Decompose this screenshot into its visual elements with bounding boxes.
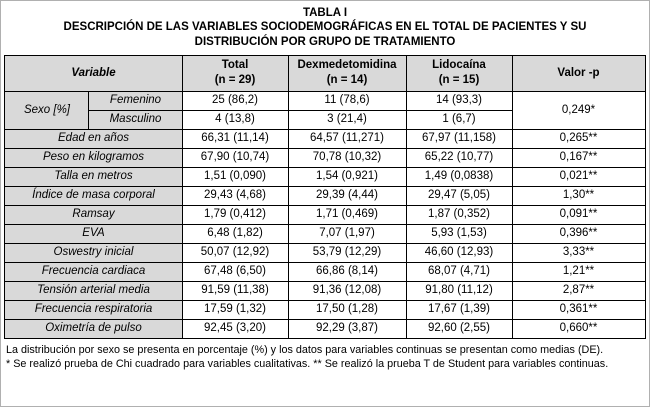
value-total: 67,48 (6,50) [181, 261, 289, 282]
value-dexmedetomidina: 53,79 (12,29) [287, 242, 407, 263]
table-row: Oximetría de pulso 92,45 (3,20) 92,29 (3,8… [4, 318, 646, 339]
value-lidocaina: 67,97 (11,158) [405, 128, 513, 149]
variable-label: Talla en metros [4, 166, 183, 187]
header-row: Variable Total (n = 29) Dexmedetomidina … [4, 54, 646, 92]
table-row: Tensión arterial media 91,59 (11,38) 91,36… [4, 280, 646, 301]
table-row: Frecuencia respiratoria 17,59 (1,32) 17,50… [4, 299, 646, 320]
value-dexmedetomidina: 1,71 (0,469) [287, 204, 407, 225]
table-row-sexo: Masculino 4 (13,8) 3 (21,4) 1 (6,7) [5, 109, 645, 130]
value-total: 4 (13,8) [181, 109, 289, 130]
value-total: 25 (86,2) [181, 90, 289, 111]
p-value: 0,660** [511, 318, 646, 339]
value-total: 29,43 (4,68) [181, 185, 289, 206]
value-dexmedetomidina: 1,54 (0,921) [287, 166, 407, 187]
table-number-title: TABLA I [302, 7, 348, 19]
footnote-tests: * Se realizó prueba de Chi cuadrado para… [6, 358, 609, 371]
value-lidocaina: 5,93 (1,53) [405, 223, 513, 244]
value-total: 1,51 (0,090) [181, 166, 289, 187]
value-dexmedetomidina: 64,57 (11,271) [287, 128, 407, 149]
col-header-lidocaina: Lidocaína (n = 15) [405, 54, 513, 92]
value-total: 6,48 (1,82) [181, 223, 289, 244]
table-caption: DESCRIPCIÓN DE LAS VARIABLES SOCIODEMOGR… [63, 21, 587, 48]
variable-label: EVA [4, 223, 183, 244]
value-dexmedetomidina: 92,29 (3,87) [287, 318, 407, 339]
value-dexmedetomidina: 7,07 (1,97) [287, 223, 407, 244]
value-lidocaina: 65,22 (10,77) [405, 147, 513, 168]
value-dexmedetomidina: 70,78 (10,32) [287, 147, 407, 168]
value-total: 50,07 (12,92) [181, 242, 289, 263]
table-row: Talla en metros 1,51 (0,090) 1,54 (0,921) 1… [4, 166, 646, 187]
value-total: 17,59 (1,32) [181, 299, 289, 320]
value-lidocaina: 1 (6,7) [405, 109, 513, 130]
variable-label: Ramsay [4, 204, 183, 225]
variable-label: Oximetría de pulso [4, 318, 183, 339]
value-lidocaina: 46,60 (12,93) [405, 242, 513, 263]
p-value: 0,361** [511, 299, 646, 320]
value-lidocaina: 92,60 (2,55) [405, 318, 513, 339]
table-row-sexo: Sexo [%] Femenino 25 (86,2) 11 (78,6) 14 (93… [4, 90, 646, 130]
value-lidocaina: 17,67 (1,39) [405, 299, 513, 320]
variable-label: Oswestry inicial [4, 242, 183, 263]
variable-label-sexo: Sexo [%] [4, 90, 90, 130]
variable-label: Frecuencia respiratoria [4, 299, 183, 320]
footnote-distribution: La distribución por sexo se presenta en … [6, 343, 604, 356]
table-row: EVA 6,48 (1,82) 7,07 (1,97) 5,93 (1,53) 0,39… [4, 223, 646, 244]
table-row: Oswestry inicial 50,07 (12,92) 53,79 (12,2… [4, 242, 646, 263]
table-row: Edad en años 66,31 (11,14) 64,57 (11,271) 6… [4, 128, 646, 149]
sexo-category-label: Femenino [88, 90, 183, 111]
value-lidocaina: 91,80 (11,12) [405, 280, 513, 301]
p-value-sexo: 0,249* [511, 90, 646, 130]
value-lidocaina: 29,47 (5,05) [405, 185, 513, 206]
value-total: 91,59 (11,38) [181, 280, 289, 301]
sexo-category-label: Masculino [88, 109, 183, 130]
p-value: 1,21** [511, 261, 646, 282]
value-dexmedetomidina: 66,86 (8,14) [287, 261, 407, 282]
table-row: Frecuencia cardiaca 67,48 (6,50) 66,86 (8,… [4, 261, 646, 282]
p-value: 0,167** [511, 147, 646, 168]
col-header-variable: Variable [4, 54, 183, 92]
table-row: Índice de masa corporal 29,43 (4,68) 29,39… [4, 185, 646, 206]
value-dexmedetomidina: 3 (21,4) [287, 109, 407, 130]
col-header-total: Total (n = 29) [181, 54, 289, 92]
value-dexmedetomidina: 29,39 (4,44) [287, 185, 407, 206]
p-value: 3,33** [511, 242, 646, 263]
col-header-dexmedetomidina: Dexmedetomidina (n = 14) [287, 54, 407, 92]
table-row: Peso en kilogramos 67,90 (10,74) 70,78 (10… [4, 147, 646, 168]
value-total: 92,45 (3,20) [181, 318, 289, 339]
variable-label: Índice de masa corporal [4, 185, 183, 206]
value-dexmedetomidina: 11 (78,6) [287, 90, 407, 111]
variable-label: Tensión arterial media [4, 280, 183, 301]
variable-label: Edad en años [4, 128, 183, 149]
p-value: 1,30** [511, 185, 646, 206]
value-total: 1,79 (0,412) [181, 204, 289, 225]
value-dexmedetomidina: 17,50 (1,28) [287, 299, 407, 320]
variable-label: Peso en kilogramos [4, 147, 183, 168]
value-lidocaina: 68,07 (4,71) [405, 261, 513, 282]
value-lidocaina: 1,87 (0,352) [405, 204, 513, 225]
p-value: 0,265** [511, 128, 646, 149]
table-footnotes: La distribución por sexo se presenta en … [6, 343, 644, 372]
value-lidocaina: 14 (93,3) [405, 90, 513, 111]
p-value: 0,021** [511, 166, 646, 187]
value-total: 67,90 (10,74) [181, 147, 289, 168]
variable-label: Frecuencia cardiaca [4, 261, 183, 282]
p-value: 0,396** [511, 223, 646, 244]
value-dexmedetomidina: 91,36 (12,08) [287, 280, 407, 301]
sociodemographic-variables-table: Variable Total (n = 29) Dexmedetomidina … [4, 54, 646, 339]
value-total: 66,31 (11,14) [181, 128, 289, 149]
col-header-valor-p: Valor -p [511, 54, 646, 92]
p-value: 2,87** [511, 280, 646, 301]
p-value: 0,091** [511, 204, 646, 225]
value-lidocaina: 1,49 (0,0838) [405, 166, 513, 187]
table-row: Ramsay 1,79 (0,412) 1,71 (0,469) 1,87 (0,35… [4, 204, 646, 225]
